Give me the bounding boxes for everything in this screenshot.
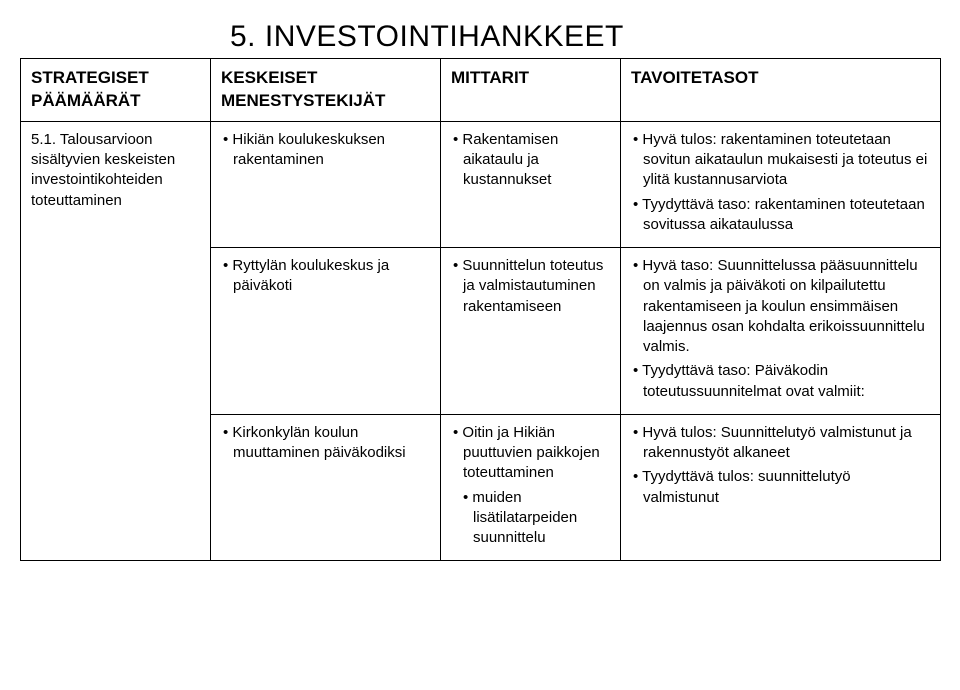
page-title: 5. INVESTOINTIHANKKEET — [230, 20, 940, 54]
row1-c4a: Hyvä tulos: rakentaminen toteutetaan sov… — [631, 130, 930, 191]
cell-tavoitetasot: Hyvä taso: Suunnittelussa pääsuunnittelu… — [621, 248, 941, 415]
row1-c1: 5.1. Talousarvioon sisältyvien keskeiste… — [31, 131, 175, 209]
cell-menestystekijat: Kirkonkylän koulun muuttaminen päiväkodi… — [211, 414, 441, 561]
cell-menestystekijat: Ryttylän koulukeskus ja päiväkoti — [211, 248, 441, 415]
row1-c3: Rakentamisen aikataulu ja kustannukset — [451, 130, 610, 191]
row2-c4b: Tyydyttävä taso: Päiväkodin toteutussuun… — [631, 361, 930, 402]
cell-tavoitetasot: Hyvä tulos: rakentaminen toteutetaan sov… — [621, 121, 941, 247]
header-c3: MITTARIT — [441, 59, 621, 122]
row2-c4a: Hyvä taso: Suunnittelussa pääsuunnittelu… — [631, 256, 930, 357]
header-row: STRATEGISET PÄÄMÄÄRÄT KESKEISET MENESTYS… — [21, 59, 941, 122]
strategy-table: STRATEGISET PÄÄMÄÄRÄT KESKEISET MENESTYS… — [20, 58, 941, 561]
cell-tavoitetasot: Hyvä tulos: Suunnittelutyö valmistunut j… — [621, 414, 941, 561]
row3-c4a: Hyvä tulos: Suunnittelutyö valmistunut j… — [631, 423, 930, 464]
row1-c4b: Tyydyttävä taso: rakentaminen toteutetaa… — [631, 195, 930, 236]
header-c1: STRATEGISET PÄÄMÄÄRÄT — [21, 59, 211, 122]
row1-c2: Hikiän koulukeskuksen rakentaminen — [221, 130, 430, 171]
header-c4: TAVOITETASOT — [621, 59, 941, 122]
cell-menestystekijat: Hikiän koulukeskuksen rakentaminen — [211, 121, 441, 247]
cell-mittarit: Suunnittelun toteutus ja valmistautumine… — [441, 248, 621, 415]
row3-c3b: muiden lisätilatarpeiden suunnittelu — [451, 488, 610, 549]
cell-mittarit: Rakentamisen aikataulu ja kustannukset — [441, 121, 621, 247]
cell-mittarit: Oitin ja Hikiän puuttuvien paikkojen tot… — [441, 414, 621, 561]
row2-c2: Ryttylän koulukeskus ja päiväkoti — [221, 256, 430, 297]
table-row: 5.1. Talousarvioon sisältyvien keskeiste… — [21, 121, 941, 247]
row3-c4b: Tyydyttävä tulos: suunnittelutyö valmist… — [631, 467, 930, 508]
cell-paamaarat: 5.1. Talousarvioon sisältyvien keskeiste… — [21, 121, 211, 561]
row3-c2: Kirkonkylän koulun muuttaminen päiväkodi… — [221, 423, 430, 464]
row2-c3: Suunnittelun toteutus ja valmistautumine… — [451, 256, 610, 317]
header-c2: KESKEISET MENESTYSTEKIJÄT — [211, 59, 441, 122]
row3-c3a: Oitin ja Hikiän puuttuvien paikkojen tot… — [451, 423, 610, 484]
